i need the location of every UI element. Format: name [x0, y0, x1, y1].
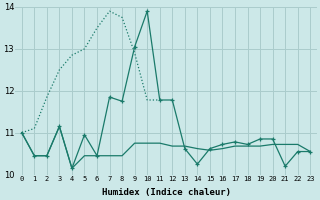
- X-axis label: Humidex (Indice chaleur): Humidex (Indice chaleur): [101, 188, 230, 197]
